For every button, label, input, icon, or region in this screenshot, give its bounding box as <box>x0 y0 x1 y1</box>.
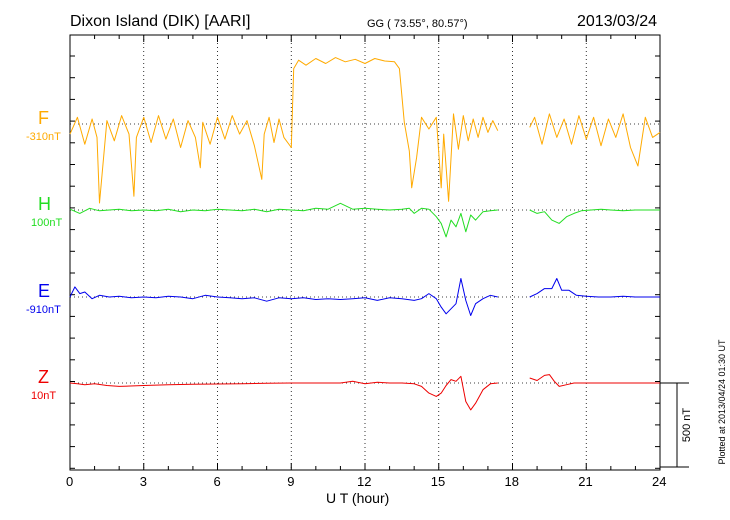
series-line-z <box>529 374 660 387</box>
x-tick-label: 3 <box>139 474 147 489</box>
series-line-f <box>529 113 661 167</box>
x-tick-label: 12 <box>357 474 372 489</box>
plotted-timestamp: Plotted at 2013/04/24 01:30 UT <box>717 339 727 465</box>
series-line-h <box>529 208 660 224</box>
series-line-e <box>69 278 498 316</box>
series-name-e: E <box>38 281 51 301</box>
grid-lines <box>70 35 660 470</box>
series-line-h <box>69 202 498 238</box>
station-coords: GG ( 73.55°, 80.57°) <box>367 18 468 30</box>
x-tick-label: 9 <box>287 474 295 489</box>
series-name-h: H <box>38 194 51 214</box>
x-tick-label: 15 <box>430 474 446 489</box>
scale-bar-label: 500 nT <box>681 407 693 443</box>
x-tick-label: 18 <box>504 474 519 489</box>
series-line-e <box>529 278 660 298</box>
series-lines <box>69 57 661 411</box>
x-tick-label: 24 <box>652 474 667 489</box>
series-baseline-z: 10nT <box>31 390 57 402</box>
series-name-f: F <box>38 108 49 128</box>
x-tick-label: 21 <box>578 474 593 489</box>
axis-ticks <box>69 35 661 470</box>
series-baseline-f: -310nT <box>26 131 61 143</box>
scale-bar <box>660 382 689 468</box>
series-baseline-h: 100nT <box>31 217 63 229</box>
series-line-f <box>69 57 499 204</box>
series-line-z <box>69 375 498 411</box>
plot-date: 2013/03/24 <box>577 13 658 30</box>
station-title: Dixon Island (DIK) [AARI] <box>70 13 251 30</box>
plot-frame <box>69 34 661 471</box>
series-baseline-e: -910nT <box>26 304 61 316</box>
x-axis-label: U T (hour) <box>326 490 390 506</box>
series-name-z: Z <box>38 367 49 387</box>
x-tick-label: 6 <box>213 474 221 489</box>
x-tick-label: 0 <box>66 474 74 489</box>
